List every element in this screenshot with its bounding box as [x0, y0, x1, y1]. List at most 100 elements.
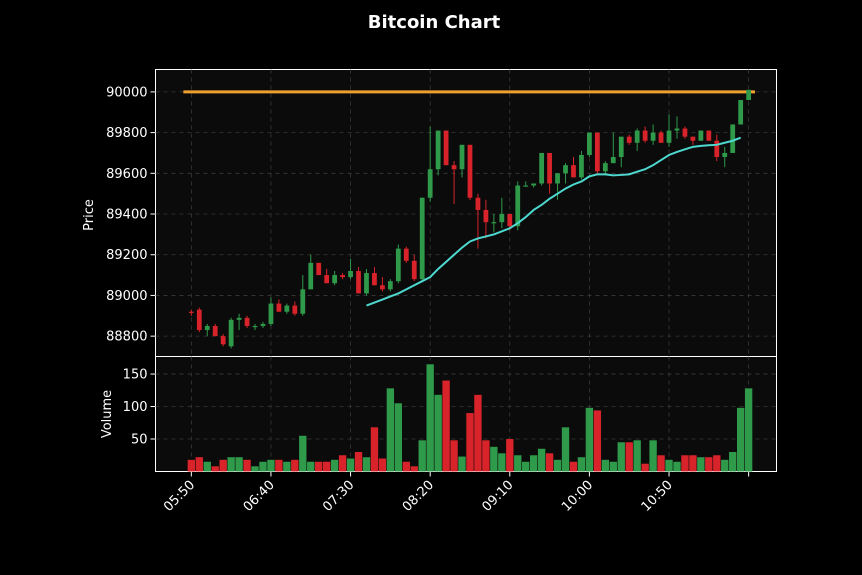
candle-body: [435, 130, 441, 170]
price-y-ticks: 88800 89000 89200 89400 89600 89800 90000: [106, 85, 156, 345]
volume-bar: [235, 457, 243, 472]
candle-body: [499, 214, 505, 223]
volume-bar: [251, 466, 259, 472]
volume-bar: [259, 461, 267, 472]
candle-body: [324, 275, 330, 284]
candle-body: [698, 130, 704, 141]
candle-body: [587, 132, 592, 155]
candle-body: [244, 317, 250, 326]
volume-bar: [458, 456, 466, 472]
candle-body: [292, 305, 298, 314]
candle-body: [419, 197, 425, 280]
candle-body: [571, 165, 576, 178]
volume-bar: [705, 457, 713, 472]
volume-bar: [609, 461, 617, 472]
candle-body: [395, 248, 401, 282]
volume-bar: [617, 442, 625, 472]
volume-bar: [211, 466, 219, 472]
candle-body: [650, 132, 656, 141]
candle-body: [260, 323, 266, 326]
candle-body: [539, 152, 545, 184]
volume-bar: [426, 364, 434, 472]
candle-body: [491, 222, 497, 224]
candle-body: [523, 185, 529, 187]
volume-bar: [665, 459, 673, 472]
volume-bar: [299, 435, 307, 472]
volume-bar: [673, 461, 681, 472]
volume-bar: [315, 461, 323, 472]
volume-bar: [362, 457, 371, 472]
candle-body: [658, 132, 664, 143]
volume-bar: [291, 459, 299, 472]
volume-bars: [187, 364, 753, 472]
volume-bar: [267, 459, 275, 472]
volume-bar: [633, 440, 641, 472]
volume-bar: [561, 427, 570, 472]
volume-bar: [736, 407, 745, 472]
volume-bar: [307, 461, 315, 472]
candles: [188, 89, 752, 349]
volume-bar: [625, 442, 633, 472]
candle-body: [252, 325, 258, 328]
volume-bar: [641, 463, 649, 472]
volume-bar: [354, 452, 363, 472]
candle-body: [626, 136, 632, 143]
volume-bar: [203, 461, 211, 472]
candle-body: [483, 209, 489, 223]
volume-bar: [410, 466, 418, 472]
candle-body: [746, 89, 752, 101]
candle-body: [300, 289, 306, 314]
volume-bar: [243, 459, 251, 472]
candle-body: [722, 152, 728, 158]
volume-y-tick-label: 100: [123, 400, 148, 415]
volume-bar: [466, 413, 474, 472]
candle-body: [236, 317, 242, 320]
candle-body: [634, 130, 640, 143]
price-panel-background: [155, 69, 777, 357]
candle-body: [316, 262, 322, 276]
volume-bar: [434, 394, 442, 472]
candle-body: [372, 273, 377, 286]
volume-panel: 50 100 150 Volume: [100, 356, 777, 472]
volume-y-tick-label: 50: [131, 433, 148, 448]
candle-body: [364, 273, 369, 294]
volume-bar: [713, 455, 721, 472]
volume-bar: [378, 458, 387, 472]
volume-bar: [601, 459, 610, 472]
volume-bar: [545, 453, 554, 472]
volume-bar: [386, 388, 395, 472]
volume-bar: [506, 439, 514, 472]
candle-body: [459, 144, 465, 170]
candle-body: [547, 152, 552, 184]
volume-bar: [537, 448, 546, 472]
volume-bar: [283, 461, 291, 472]
candle-body: [276, 303, 282, 312]
candle-body: [387, 281, 393, 290]
price-y-tick-label: 89200: [106, 248, 147, 263]
volume-axis-label: Volume: [100, 390, 115, 438]
volume-bar: [649, 440, 657, 472]
volume-bar: [227, 457, 235, 472]
volume-bar: [721, 459, 729, 472]
candle-body: [340, 275, 345, 278]
candle-body: [188, 311, 194, 313]
candle-body: [228, 319, 234, 347]
volume-bar: [450, 440, 458, 472]
price-y-tick-label: 89000: [106, 289, 147, 304]
moving-average-line: [366, 136, 742, 307]
candle-body: [427, 169, 433, 198]
volume-bar: [529, 455, 538, 472]
price-y-tick-label: 88800: [106, 330, 147, 345]
candle-body: [531, 183, 537, 186]
candle-body: [618, 136, 624, 158]
volume-bar: [729, 452, 737, 472]
volume-panel-background: [155, 356, 777, 472]
volume-bar: [219, 459, 227, 472]
candle-body: [690, 136, 696, 141]
candle-body: [196, 309, 202, 331]
volume-bar: [346, 458, 355, 472]
volume-bar: [577, 457, 586, 472]
price-panel: 88800 89000 89200 89400 89600 89800 90000 Pric…: [82, 69, 777, 357]
candle-body: [594, 132, 600, 172]
